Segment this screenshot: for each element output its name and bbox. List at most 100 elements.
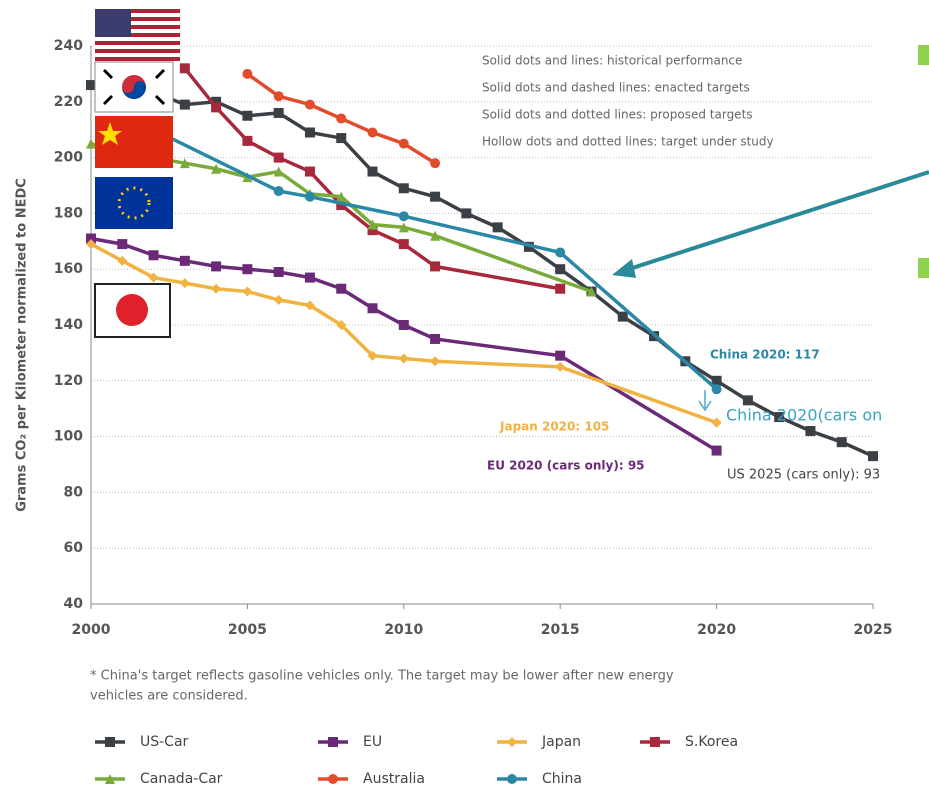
y-tick-label: 80: [64, 484, 84, 500]
marker: [211, 96, 222, 107]
series-line: [152, 128, 718, 391]
marker: [868, 451, 878, 462]
marker: [211, 261, 222, 272]
marker: [336, 191, 347, 202]
marker: [430, 261, 441, 272]
marker: [555, 264, 566, 275]
marker: [507, 737, 517, 747]
marker: [430, 230, 441, 241]
annotation: Solid dots and dashed lines: enacted tar…: [482, 81, 750, 95]
marker: [117, 255, 128, 266]
marker: [105, 774, 115, 784]
marker: [711, 445, 722, 456]
marker: [650, 737, 660, 747]
footnote: vehicles are considered.: [90, 689, 248, 704]
marker: [242, 286, 253, 297]
series-line: [183, 67, 561, 291]
marker: [398, 138, 409, 149]
x-tick-label: 2025: [854, 622, 893, 638]
y-tick-label: 160: [54, 261, 83, 277]
marker: [328, 774, 338, 784]
annotation: US 2025 (cars only): 93: [727, 468, 880, 483]
y-axis-label: Grams CO₂ per Kilometer normalized to NE…: [15, 178, 30, 512]
marker: [179, 99, 190, 110]
annotation: China 2020: 117: [710, 348, 820, 362]
marker: [367, 219, 378, 230]
x-tick-label: 2000: [72, 622, 111, 638]
marker: [105, 737, 115, 747]
marker: [304, 272, 315, 283]
annotation: Solid dots and lines: historical perform…: [482, 54, 742, 68]
marker: [367, 166, 378, 177]
arrow-head: [698, 400, 712, 412]
annotation: Solid dots and dotted lines: proposed ta…: [482, 108, 753, 122]
marker: [273, 91, 284, 102]
x-tick-label: 2010: [384, 622, 423, 638]
arrow-head: [612, 259, 636, 278]
marker: [805, 426, 816, 437]
marker: [211, 102, 222, 113]
marker: [711, 384, 722, 395]
marker: [492, 222, 503, 233]
marker: [86, 80, 96, 91]
marker: [367, 225, 378, 236]
marker: [586, 286, 597, 297]
series-line: [90, 236, 718, 453]
marker: [507, 774, 517, 784]
marker: [273, 266, 284, 277]
annotation: Hollow dots and dotted lines: target und…: [482, 135, 774, 149]
marker: [242, 264, 253, 275]
marker: [398, 353, 409, 364]
marker: [398, 222, 409, 233]
marker: [367, 127, 378, 138]
y-tick-label: 140: [54, 317, 83, 333]
legend-label: EU: [363, 734, 382, 750]
marker: [179, 158, 190, 169]
y-tick-label: 220: [54, 94, 83, 110]
marker: [148, 272, 159, 283]
marker-box: [918, 45, 929, 65]
marker: [711, 375, 722, 386]
marker: [836, 437, 847, 448]
flags: [94, 9, 929, 412]
marker: [398, 211, 409, 222]
marker: [617, 311, 628, 322]
japan-flag: [94, 283, 171, 338]
marker: [211, 283, 222, 294]
marker: [304, 99, 315, 110]
marker: [555, 283, 566, 294]
marker: [148, 250, 159, 261]
marker: [304, 191, 315, 202]
marker: [242, 68, 253, 79]
marker: [304, 300, 315, 311]
y-tick-label: 200: [54, 150, 83, 166]
marker: [461, 208, 472, 219]
marker: [430, 356, 441, 367]
annotation: China 2020(cars on: [726, 406, 882, 425]
marker: [304, 127, 315, 138]
marker: [336, 113, 347, 124]
marker: [367, 303, 378, 314]
marker: [336, 133, 347, 144]
marker: [336, 320, 347, 330]
marker: [273, 186, 284, 197]
marker: [367, 350, 378, 361]
plot: 40 60 80 100 120 140 160 180 200 220 240 2000 2005 20…: [54, 38, 893, 638]
marker: [86, 239, 96, 250]
marker: [555, 350, 566, 361]
marker: [711, 417, 722, 428]
legend-label: Canada-Car: [140, 771, 223, 787]
legend: US-Car EU Japan S.Korea Canada-Car Australia C…: [95, 734, 738, 787]
marker: [336, 283, 347, 294]
marker: [273, 152, 284, 163]
marker: [555, 361, 566, 372]
marker: [430, 191, 441, 202]
y-tick-label: 100: [54, 429, 83, 445]
x-tick-label: 2015: [541, 622, 580, 638]
marker: [211, 163, 222, 174]
series-line: [90, 242, 718, 425]
x-tick-label: 2020: [697, 622, 736, 638]
marker: [742, 395, 753, 406]
annotation: Japan 2020: 105: [499, 420, 609, 434]
